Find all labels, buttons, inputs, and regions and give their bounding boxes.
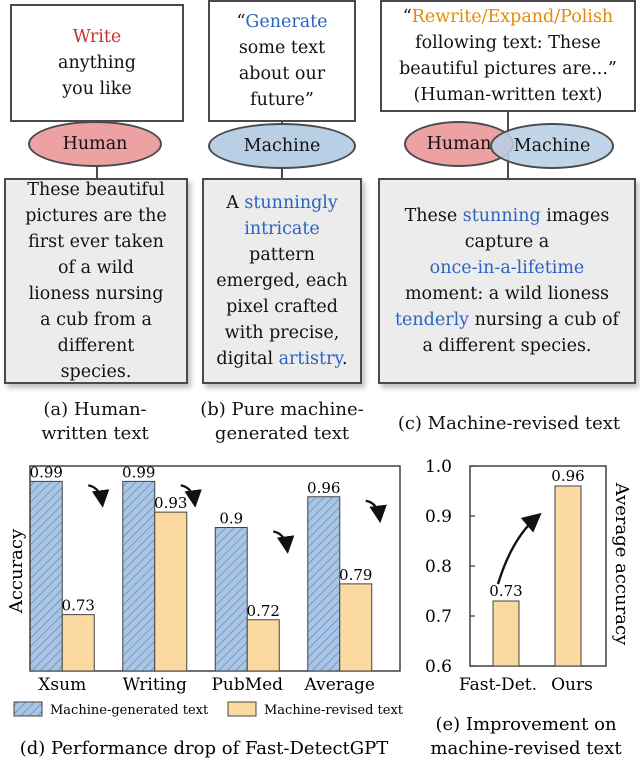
category-label: Ours (551, 675, 593, 695)
value-label-revised: 0.73 (62, 597, 95, 615)
bar-machine-revised (61, 614, 95, 672)
prompt-highlight-rewrite: Rewrite/Expand/Polish (411, 7, 614, 27)
caption-c: (c) Machine-revised text (397, 413, 621, 434)
output-line: first ever taken (28, 232, 164, 252)
prompt-highlight-write: Write (72, 27, 122, 47)
y-tick-label: 0.9 (425, 507, 452, 527)
output-line: different (57, 336, 135, 356)
value-label-revised: 0.72 (247, 602, 280, 620)
prompt-text: you like (62, 79, 132, 99)
human-role-ellipse: Human (28, 121, 162, 167)
category-label: Writing (123, 675, 187, 695)
value-label-revised: 0.79 (339, 566, 372, 584)
revise-prompt-box: “Rewrite/Expand/Polish following text: T… (380, 0, 636, 112)
bar-machine-revised (154, 511, 188, 672)
bar-machine-generated (122, 480, 156, 672)
human-written-output-box: These beautiful pictures are the first e… (4, 178, 188, 384)
output-line: lioness nursing (28, 284, 164, 304)
machine-role-ellipse: Machine (208, 123, 356, 169)
value-label-generated: 0.9 (219, 510, 243, 528)
category-label: Fast-Det. (459, 675, 537, 695)
human-role-ellipse: Human (404, 121, 514, 167)
caption-e-line2: machine-revised text (430, 738, 622, 759)
output-line: a cub from a (40, 310, 152, 330)
human-prompt-box: Write anything you like (10, 4, 184, 122)
caption-d: (d) Performance drop of Fast-DetectGPT (20, 738, 389, 759)
legend-label-generated: Machine-generated text (50, 703, 209, 718)
bar-ours (554, 485, 582, 667)
value-label-generated: 0.99 (122, 463, 155, 481)
y-tick-label: 0.7 (425, 607, 452, 627)
machine-generated-output-box: A stunningly intricate pattern emerged, … (202, 178, 362, 384)
category-label: PubMed (211, 675, 283, 695)
improvement-bar-chart: 0.6 0.7 0.8 0.9 1.0 0.73 0.96 Fast-Det. Ours A… (425, 457, 632, 759)
machine-prompt-box: “Generate some text about our future” (208, 0, 356, 122)
legend-swatch-revised (227, 701, 257, 717)
bar-machine-revised (339, 583, 373, 672)
output-line: These beautiful (27, 180, 165, 200)
value-label: 0.73 (489, 582, 522, 600)
y-axis-label: Accuracy (6, 528, 27, 614)
category-label: Average (304, 675, 375, 695)
accuracy-bar-chart: Accuracy 0.99 0.73 0.99 0.93 0.9 0.72 0.96 0.79… (6, 463, 404, 759)
category-label: Xsum (38, 675, 86, 695)
bar-machine-generated (214, 527, 248, 672)
drop-arrow (365, 499, 387, 524)
bar-machine-generated (29, 480, 63, 672)
output-line: species. (60, 362, 132, 382)
legend-swatch-generated (13, 701, 43, 717)
legend-label-revised: Machine-revised text (264, 703, 404, 718)
drop-arrow (88, 484, 110, 508)
bar-machine-generated (307, 496, 341, 672)
improvement-arrow (496, 512, 542, 585)
y-axis-label: Average accuracy (611, 482, 632, 646)
prompt-text: anything (58, 53, 136, 73)
prompt-highlight-generate: Generate (245, 12, 328, 32)
caption-e-line1: (e) Improvement on (435, 714, 616, 735)
caption-a: (a) Human- written text (41, 399, 149, 444)
output-line: pictures are the (25, 206, 167, 226)
machine-revised-output-box: These stunning images capture a once-in-… (378, 178, 636, 384)
y-tick-label: 1.0 (425, 457, 452, 477)
output-line: of a wild (58, 258, 134, 278)
y-tick-label: 0.8 (425, 557, 452, 577)
machine-role-ellipse: Machine (490, 123, 614, 169)
plot-frame (469, 465, 607, 667)
value-label: 0.96 (551, 467, 584, 485)
bar-baseline (492, 600, 520, 667)
value-label-generated: 0.96 (307, 479, 340, 497)
drop-arrow (273, 530, 295, 554)
value-label-revised: 0.93 (154, 494, 187, 512)
caption-b: (b) Pure machine- generated text (200, 399, 364, 444)
bar-machine-revised (246, 619, 280, 672)
drop-arrow (180, 484, 202, 508)
value-label-generated: 0.99 (30, 463, 63, 481)
y-tick-label: 0.6 (425, 657, 452, 677)
